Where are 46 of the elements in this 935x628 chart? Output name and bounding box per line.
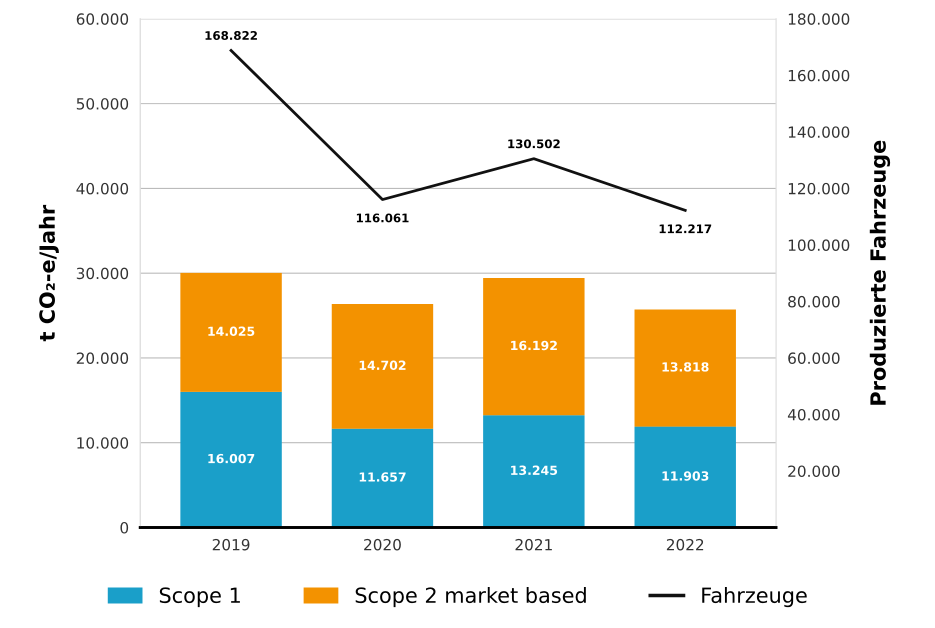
data-label: 13.245	[511, 466, 558, 475]
y-tick-label: 40.000	[76, 182, 128, 194]
bar	[332, 304, 434, 429]
y-tick-label: 0	[120, 522, 128, 534]
data-label: 11.657	[360, 472, 406, 482]
y2-tick-label: 20.000	[788, 465, 840, 478]
y2-tick-label: 100.000	[788, 239, 850, 251]
y2-tick-label: 80.000	[788, 296, 840, 308]
data-label: 14.025	[208, 326, 254, 336]
y-tick-label: 20.000	[76, 352, 128, 364]
data-label: 116.061	[356, 213, 409, 222]
data-label: 168.822	[206, 31, 257, 40]
bar	[180, 272, 282, 392]
line-series	[230, 49, 687, 212]
x-tick-label: 2019	[212, 538, 250, 550]
legend-label: Scope 2 market based	[356, 586, 586, 608]
y2-axis-title: Produzierte Fahrzeuge	[870, 140, 890, 405]
y-tick-label: 60.000	[76, 13, 128, 25]
data-label: 11.903	[662, 471, 708, 481]
data-label: 13.818	[662, 362, 709, 372]
bar	[634, 309, 736, 427]
data-label: 16.192	[511, 340, 557, 350]
x-tick-label: 2020	[364, 538, 401, 550]
y2-tick-label: 40.000	[788, 408, 840, 420]
y-tick-label: 10.000	[77, 437, 128, 449]
legend-label: Scope 1	[160, 587, 240, 608]
bar	[634, 426, 736, 528]
bar	[483, 415, 585, 528]
y2-tick-label: 160.000	[788, 70, 850, 82]
y-tick-label: 30.000	[76, 268, 128, 280]
y-axis-title: t CO₂-e/Jahr	[38, 204, 59, 342]
bar	[332, 428, 434, 528]
bar	[483, 278, 585, 416]
x-tick-label: 2022	[666, 538, 704, 550]
data-label: 130.502	[508, 139, 560, 148]
legend-label: Fahrzeuge	[702, 586, 807, 608]
data-label: 112.217	[660, 224, 712, 234]
y2-tick-label: 140.000	[788, 126, 850, 138]
y2-tick-label: 60.000	[788, 352, 840, 364]
data-label: 16.007	[208, 454, 254, 464]
y-tick-label: 50.000	[76, 98, 128, 110]
y2-tick-label: 180.000	[788, 13, 850, 25]
y2-tick-label: 120.000	[788, 182, 850, 194]
x-tick-label: 2021	[516, 538, 552, 550]
data-label: 14.702	[360, 360, 406, 370]
bar	[180, 392, 282, 528]
